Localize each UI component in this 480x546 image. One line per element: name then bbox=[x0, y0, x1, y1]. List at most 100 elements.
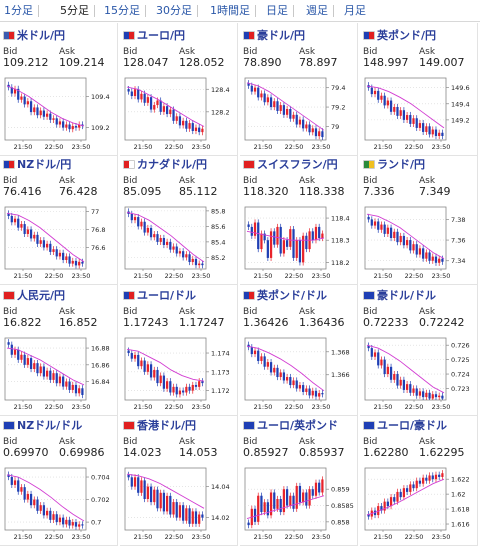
candle-body bbox=[146, 364, 149, 372]
candle-body bbox=[133, 354, 137, 359]
price-chart[interactable]: 7.38 7.36 7.34 21:50 22:50 23:50 bbox=[362, 203, 476, 281]
pair-title[interactable]: 英ポンド/ドル bbox=[243, 287, 327, 303]
price-chart[interactable]: 1.368 1.366 21:50 22:50 23:50 bbox=[242, 334, 356, 412]
tab-7[interactable]: 月足 bbox=[344, 2, 366, 20]
price-chart[interactable]: 118.4 118.3 118.2 21:50 22:50 23:50 bbox=[242, 203, 356, 281]
candle-body bbox=[191, 511, 194, 524]
candle-body bbox=[311, 390, 314, 396]
candle-body bbox=[178, 116, 182, 126]
candle-body bbox=[276, 499, 279, 509]
candle-body bbox=[133, 477, 137, 487]
price-chart[interactable]: 14.04 14.02 21:50 22:50 23:50 bbox=[122, 464, 236, 542]
y-tick-label: 149.4 bbox=[451, 100, 470, 108]
price-chart[interactable]: 1.622 1.62 1.618 1.616 21:50 22:50 23:50 bbox=[362, 464, 476, 542]
pair-title[interactable]: カナダドル/円 bbox=[123, 156, 207, 172]
ask-label: Ask bbox=[179, 437, 196, 447]
pair-title[interactable]: 人民元/円 bbox=[3, 287, 65, 303]
pair-title[interactable]: ユーロ/ドル bbox=[123, 287, 196, 303]
candle-body bbox=[386, 501, 389, 507]
tab-4[interactable]: 1時間足 bbox=[210, 2, 256, 20]
y-tick-label: 1.366 bbox=[331, 371, 350, 379]
tab-5[interactable]: 日足 bbox=[266, 2, 294, 20]
candle-body bbox=[45, 510, 49, 516]
price-chart[interactable]: 109.4 109.2 21:50 22:50 23:50 bbox=[2, 74, 116, 152]
currency-flag-icon bbox=[3, 291, 15, 300]
price-chart[interactable]: 0.704 0.702 0.7 21:50 22:50 23:50 bbox=[2, 464, 116, 542]
price-chart[interactable]: 149.6 149.4 149.2 21:50 22:50 23:50 bbox=[362, 74, 476, 152]
candle-body bbox=[266, 97, 269, 103]
candle-body bbox=[431, 394, 434, 399]
x-tick-label: 21:50 bbox=[374, 403, 393, 411]
price-chart[interactable]: 79.4 79.2 79 21:50 22:50 23:50 bbox=[242, 74, 356, 152]
pair-title[interactable]: 米ドル/円 bbox=[3, 27, 65, 43]
candle-body bbox=[78, 124, 81, 128]
candle-body bbox=[45, 243, 49, 248]
x-tick-label: 21:50 bbox=[374, 533, 393, 541]
plot-frame bbox=[364, 337, 447, 401]
ask-value: 128.052 bbox=[179, 56, 225, 69]
price-chart[interactable]: 16.88 16.86 16.84 21:50 22:50 23:50 bbox=[2, 334, 116, 412]
candle-body bbox=[289, 495, 292, 506]
price-chart[interactable]: 0.859 0.8585 0.858 21:50 22:50 23:50 bbox=[242, 464, 356, 542]
candle-body bbox=[159, 238, 162, 242]
candle-body bbox=[68, 124, 71, 130]
tab-label: 1分足 bbox=[4, 4, 33, 17]
pair-title[interactable]: ユーロ/豪ドル bbox=[363, 417, 447, 433]
tab-2[interactable]: 15分足 bbox=[104, 2, 146, 20]
candle-body bbox=[396, 106, 399, 116]
x-tick-label: 23:50 bbox=[72, 533, 91, 541]
tab-1[interactable]: 5分足 bbox=[60, 2, 95, 20]
candle-body bbox=[149, 97, 153, 110]
candle-body bbox=[380, 359, 383, 366]
x-tick-label: 22:50 bbox=[165, 272, 184, 280]
pair-title[interactable]: 豪ドル/ドル bbox=[363, 287, 436, 303]
candle-body bbox=[434, 394, 438, 398]
y-tick-label: 149.6 bbox=[451, 84, 470, 92]
candle-body bbox=[386, 100, 389, 106]
x-tick-label: 23:50 bbox=[192, 272, 211, 280]
ask-label: Ask bbox=[59, 437, 76, 447]
pair-title[interactable]: ランド/円 bbox=[363, 156, 425, 172]
x-tick-label: 23:50 bbox=[312, 143, 331, 151]
pair-title[interactable]: ユーロ/英ポンド bbox=[243, 417, 338, 433]
candle-body bbox=[370, 348, 373, 357]
candle-body bbox=[415, 118, 418, 128]
pair-title[interactable]: 豪ドル/円 bbox=[243, 27, 305, 43]
ask-label: Ask bbox=[59, 176, 76, 186]
price-chart[interactable]: 0.726 0.725 0.724 0.723 21:50 22:50 23:50 bbox=[362, 334, 476, 412]
x-tick-label: 21:50 bbox=[14, 143, 33, 151]
x-tick-label: 21:50 bbox=[134, 143, 153, 151]
pair-title[interactable]: スイスフラン/円 bbox=[243, 156, 338, 172]
candle-body bbox=[292, 229, 295, 258]
tab-3[interactable]: 30分足 bbox=[156, 2, 198, 20]
pair-panel: 米ドル/円 Bid Ask 109.212 109.214 109.4 109.2 21:50… bbox=[0, 23, 118, 156]
tab-6[interactable]: 週足 bbox=[306, 2, 334, 20]
y-tick-label: 1.173 bbox=[211, 368, 230, 376]
price-chart[interactable]: 85.8 85.6 85.4 85.2 21:50 22:50 23:50 bbox=[122, 203, 236, 281]
price-chart[interactable]: 77 76.8 76.6 21:50 22:50 23:50 bbox=[2, 203, 116, 281]
pair-title[interactable]: NZドル/ドル bbox=[3, 417, 82, 433]
bid-value: 85.095 bbox=[123, 185, 162, 198]
price-chart[interactable]: 1.174 1.173 1.172 21:50 22:50 23:50 bbox=[122, 334, 236, 412]
x-tick-label: 21:50 bbox=[14, 403, 33, 411]
candle-body bbox=[162, 106, 166, 112]
pair-title[interactable]: NZドル/円 bbox=[3, 156, 71, 172]
candle-body bbox=[45, 370, 49, 377]
pair-title[interactable]: 英ポンド/円 bbox=[363, 27, 436, 43]
candle-body bbox=[380, 506, 383, 511]
candle-body bbox=[20, 96, 23, 100]
candle-body bbox=[71, 260, 74, 264]
pair-panel: NZドル/ドル Bid Ask 0.69970 0.69986 0.704 0.702 0.7… bbox=[0, 413, 118, 546]
candle-body bbox=[292, 380, 295, 386]
candle-body bbox=[438, 395, 441, 398]
candle-body bbox=[191, 258, 194, 263]
candle-body bbox=[370, 87, 373, 95]
pair-title[interactable]: ユーロ/円 bbox=[123, 27, 185, 43]
y-tick-label: 16.84 bbox=[91, 378, 110, 386]
bid-value: 148.997 bbox=[363, 56, 409, 69]
tab-0[interactable]: 1分足 bbox=[4, 2, 39, 20]
price-chart[interactable]: 128.4 128.2 21:50 22:50 23:50 bbox=[122, 74, 236, 152]
bid-value: 0.72233 bbox=[363, 316, 409, 329]
pair-title[interactable]: 香港ドル/円 bbox=[123, 417, 196, 433]
candle-body bbox=[68, 381, 71, 390]
